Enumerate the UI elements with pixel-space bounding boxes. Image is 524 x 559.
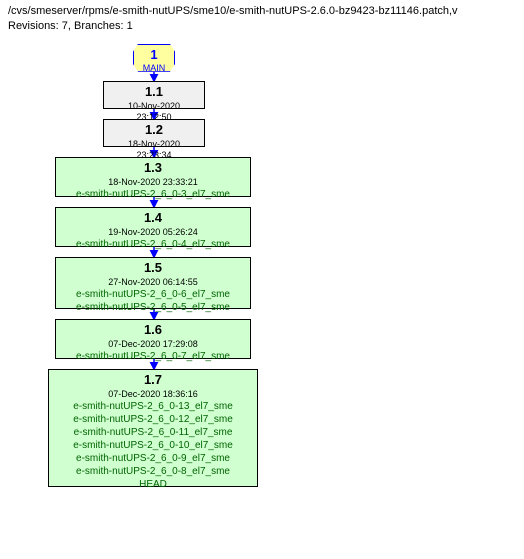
root-branch: MAIN <box>140 63 168 74</box>
rev-version: 1.3 <box>62 160 244 177</box>
rev-date: 07-Dec-2020 17:29:08 <box>62 339 244 351</box>
rev-date: 27-Nov-2020 06:14:55 <box>62 277 244 289</box>
rev-tag: e-smith-nutUPS-2_6_0-11_el7_sme <box>55 426 251 439</box>
rev-node: 1.419-Nov-2020 05:26:24e-smith-nutUPS-2_… <box>55 207 251 247</box>
root-id: 1 <box>140 47 168 63</box>
rev-node: 1.607-Dec-2020 17:29:08e-smith-nutUPS-2_… <box>55 319 251 359</box>
rev-tag: HEAD <box>55 478 251 491</box>
rev-tag: e-smith-nutUPS-2_6_0-6_el7_sme <box>62 288 244 301</box>
rev-node: 1.527-Nov-2020 06:14:55e-smith-nutUPS-2_… <box>55 257 251 309</box>
rev-tag: e-smith-nutUPS-2_6_0-9_el7_sme <box>55 452 251 465</box>
rev-node: 1.218-Nov-2020 23:23:34 <box>103 119 205 147</box>
rev-date: 18-Nov-2020 23:33:21 <box>62 177 244 189</box>
rev-date: 07-Dec-2020 18:36:16 <box>55 389 251 401</box>
rev-tag: e-smith-nutUPS-2_6_0-5_el7_sme <box>62 301 244 314</box>
rev-version: 1.7 <box>55 372 251 389</box>
header: /cvs/smeserver/rpms/e-smith-nutUPS/sme10… <box>0 0 524 39</box>
rev-tag: e-smith-nutUPS-2_6_0-3_el7_sme <box>62 188 244 201</box>
rev-version: 1.2 <box>110 122 198 139</box>
revision-tree: 1MAIN1.110-Nov-2020 23:12:501.218-Nov-20… <box>0 39 524 559</box>
rev-node: 1.318-Nov-2020 23:33:21e-smith-nutUPS-2_… <box>55 157 251 197</box>
rev-tag: e-smith-nutUPS-2_6_0-12_el7_sme <box>55 413 251 426</box>
rev-tag: e-smith-nutUPS-2_6_0-4_el7_sme <box>62 238 244 251</box>
branch-root: 1MAIN <box>133 44 175 72</box>
rev-tag: e-smith-nutUPS-2_6_0-10_el7_sme <box>55 439 251 452</box>
rev-date: 19-Nov-2020 05:26:24 <box>62 227 244 239</box>
rev-version: 1.4 <box>62 210 244 227</box>
rev-tag: e-smith-nutUPS-2_6_0-13_el7_sme <box>55 400 251 413</box>
file-path: /cvs/smeserver/rpms/e-smith-nutUPS/sme10… <box>8 4 516 19</box>
rev-tag: e-smith-nutUPS-2_6_0-8_el7_sme <box>55 465 251 478</box>
rev-tag: e-smith-nutUPS-2_6_0-7_el7_sme <box>62 350 244 363</box>
rev-version: 1.5 <box>62 260 244 277</box>
rev-node: 1.707-Dec-2020 18:36:16e-smith-nutUPS-2_… <box>48 369 258 487</box>
meta-line: Revisions: 7, Branches: 1 <box>8 19 516 34</box>
rev-version: 1.6 <box>62 322 244 339</box>
rev-node: 1.110-Nov-2020 23:12:50 <box>103 81 205 109</box>
rev-version: 1.1 <box>110 84 198 101</box>
